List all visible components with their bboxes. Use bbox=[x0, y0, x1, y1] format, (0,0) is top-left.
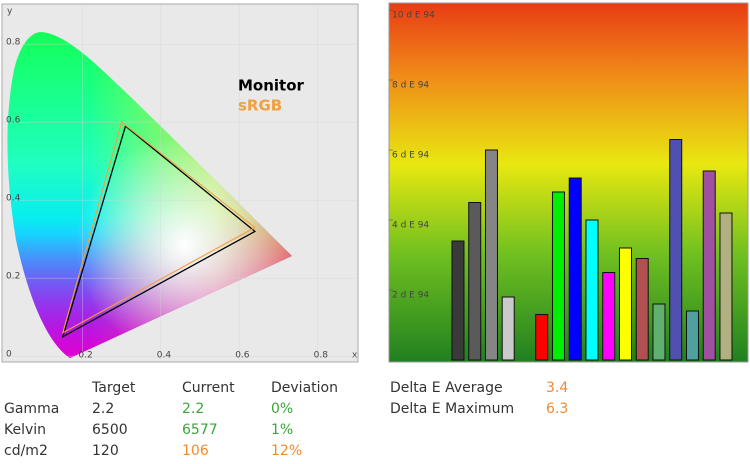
summary-value: 6.3 bbox=[546, 401, 568, 417]
bar bbox=[702, 170, 716, 361]
bar bbox=[635, 258, 649, 361]
x-tick-label: 0.6 bbox=[235, 351, 250, 361]
bar bbox=[585, 219, 599, 361]
bar bbox=[551, 191, 565, 361]
y-axis-label: y bbox=[7, 7, 13, 17]
summary-value: 3.4 bbox=[546, 380, 568, 396]
y-tick-label: 0.2 bbox=[6, 272, 20, 282]
y-tick-label: 0.4 bbox=[6, 194, 21, 204]
table-header: Current bbox=[182, 380, 235, 396]
y-tick-label: 0.6 bbox=[6, 116, 21, 126]
x-tick-label: 0.8 bbox=[314, 351, 329, 361]
x-tick-label: 0.4 bbox=[157, 351, 172, 361]
y-tick-label: 4 d E 94 bbox=[392, 221, 429, 231]
cell: 1% bbox=[271, 422, 293, 438]
row-label: Kelvin bbox=[4, 422, 46, 438]
cell: 2.2 bbox=[182, 401, 204, 417]
bar bbox=[652, 303, 666, 361]
x-tick-label: 0.2 bbox=[78, 351, 92, 361]
bar bbox=[568, 177, 582, 361]
bar bbox=[535, 314, 549, 361]
bar bbox=[468, 202, 482, 361]
table-header: Target bbox=[91, 380, 136, 396]
y-tick-label: 8 d E 94 bbox=[392, 81, 429, 91]
cell: 0% bbox=[271, 401, 293, 417]
x-axis-label: x bbox=[352, 351, 358, 361]
y-tick-label: 6 d E 94 bbox=[392, 151, 429, 161]
plot-area bbox=[388, 2, 749, 363]
gamut-triangle bbox=[61, 121, 256, 334]
cell: 6500 bbox=[92, 422, 128, 438]
cell: 106 bbox=[182, 443, 209, 459]
row-label: Gamma bbox=[4, 401, 59, 417]
legend-entry: Monitor bbox=[238, 77, 305, 95]
y-tick-label: 2 d E 94 bbox=[392, 291, 429, 301]
delta-e-chart: 2 d E 94 4 d E 94 6 d E 94 8 d E 94 10 d E 9… bbox=[388, 2, 749, 363]
cell: 2.2 bbox=[92, 401, 114, 417]
bar bbox=[685, 310, 699, 361]
table-header: Deviation bbox=[271, 380, 338, 396]
bar bbox=[602, 272, 616, 361]
row-label: cd/m2 bbox=[4, 443, 48, 459]
bar bbox=[484, 149, 498, 361]
results-table: Target Current Deviation Gamma 2.2 2.2 0… bbox=[4, 380, 568, 459]
y-tick-label: 0 bbox=[6, 350, 12, 360]
bar bbox=[501, 296, 515, 361]
summary-label: Delta E Average bbox=[390, 380, 503, 396]
bar bbox=[618, 247, 632, 361]
y-tick-label: 0.8 bbox=[6, 38, 21, 48]
bar bbox=[669, 139, 683, 361]
cell: 120 bbox=[92, 443, 119, 459]
bar bbox=[451, 240, 465, 361]
cell: 12% bbox=[271, 443, 302, 459]
cie-chart: x y 0 0.2 0.4 0.6 0.8 0.2 0.4 0.6 0.8 Monitor sRGB bbox=[1, 3, 359, 363]
y-tick-label: 10 d E 94 bbox=[392, 11, 435, 21]
legend-entry: sRGB bbox=[238, 97, 282, 115]
cell: 6577 bbox=[182, 422, 218, 438]
gamut-triangle bbox=[61, 124, 257, 339]
summary-label: Delta E Maximum bbox=[390, 401, 514, 417]
bar bbox=[719, 212, 733, 361]
